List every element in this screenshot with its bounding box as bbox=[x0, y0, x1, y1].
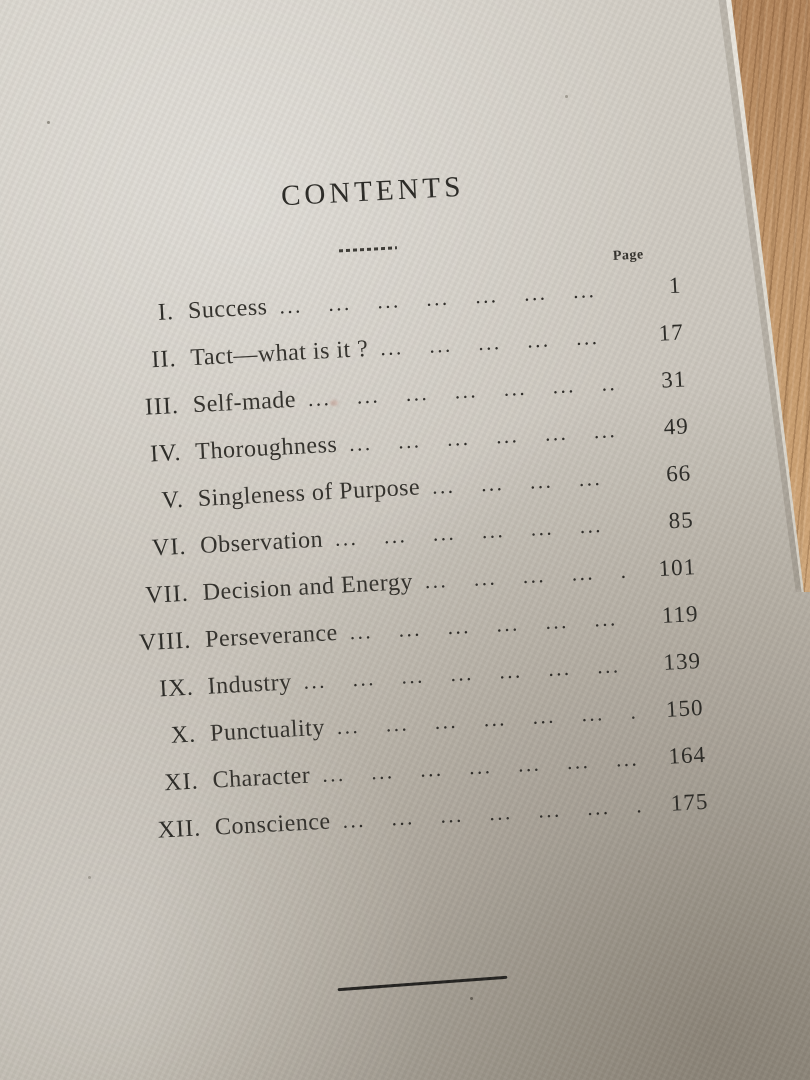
paper-stain bbox=[330, 400, 338, 406]
footer-rule bbox=[337, 975, 508, 991]
chapter-numeral: III. bbox=[144, 392, 180, 421]
chapter-page-number: 164 bbox=[667, 741, 707, 769]
title-rule bbox=[338, 246, 398, 252]
chapter-numeral: XI. bbox=[163, 768, 200, 797]
paper-speck bbox=[88, 876, 91, 879]
chapter-page-number: 119 bbox=[661, 601, 700, 628]
chapter-page-number: 66 bbox=[665, 460, 692, 487]
chapter-numeral: XII. bbox=[157, 815, 202, 844]
chapter-page-number: 31 bbox=[660, 366, 687, 393]
page-column-label: Page bbox=[612, 247, 645, 264]
chapter-numeral: V. bbox=[160, 486, 185, 514]
chapter-numeral: I. bbox=[157, 299, 175, 326]
chapter-title: Conscience bbox=[214, 808, 332, 841]
chapter-title: Punctuality bbox=[209, 714, 326, 747]
paper-speck bbox=[470, 997, 473, 1000]
chapter-title: Observation bbox=[199, 526, 324, 559]
chapter-numeral: IV. bbox=[149, 439, 183, 468]
chapter-title: Industry bbox=[206, 669, 293, 700]
chapter-numeral: IX. bbox=[158, 674, 195, 703]
chapter-page-number: 139 bbox=[662, 647, 702, 675]
paper-speck bbox=[565, 95, 568, 98]
chapter-title: Character bbox=[211, 762, 311, 794]
chapter-title: Thoroughness bbox=[194, 431, 338, 466]
chapter-page-number: 1 bbox=[668, 272, 682, 299]
chapter-numeral: VI. bbox=[151, 533, 187, 562]
paper-speck bbox=[47, 121, 50, 124]
toc-list: I. Success ... ... ... ... ... ... ... .… bbox=[101, 261, 710, 855]
chapter-page-number: 150 bbox=[665, 694, 705, 722]
chapter-title: Self-made bbox=[192, 386, 297, 419]
chapter-page-number: 101 bbox=[657, 554, 697, 582]
contents-page: CONTENTS Page I. Success ... ... ... ...… bbox=[95, 150, 719, 1029]
chapter-numeral: VII. bbox=[144, 580, 190, 609]
chapter-page-number: 49 bbox=[663, 413, 690, 440]
chapter-numeral: II. bbox=[150, 345, 178, 374]
chapter-page-number: 85 bbox=[667, 507, 695, 534]
chapter-numeral: VIII. bbox=[138, 627, 192, 657]
chapter-page-number: 17 bbox=[658, 319, 685, 346]
chapter-title: Perseverance bbox=[204, 619, 339, 653]
chapter-page-number: 175 bbox=[670, 788, 710, 816]
chapter-numeral: X. bbox=[170, 721, 197, 749]
chapter-title: Success bbox=[187, 294, 269, 325]
page-title: CONTENTS bbox=[280, 170, 466, 213]
